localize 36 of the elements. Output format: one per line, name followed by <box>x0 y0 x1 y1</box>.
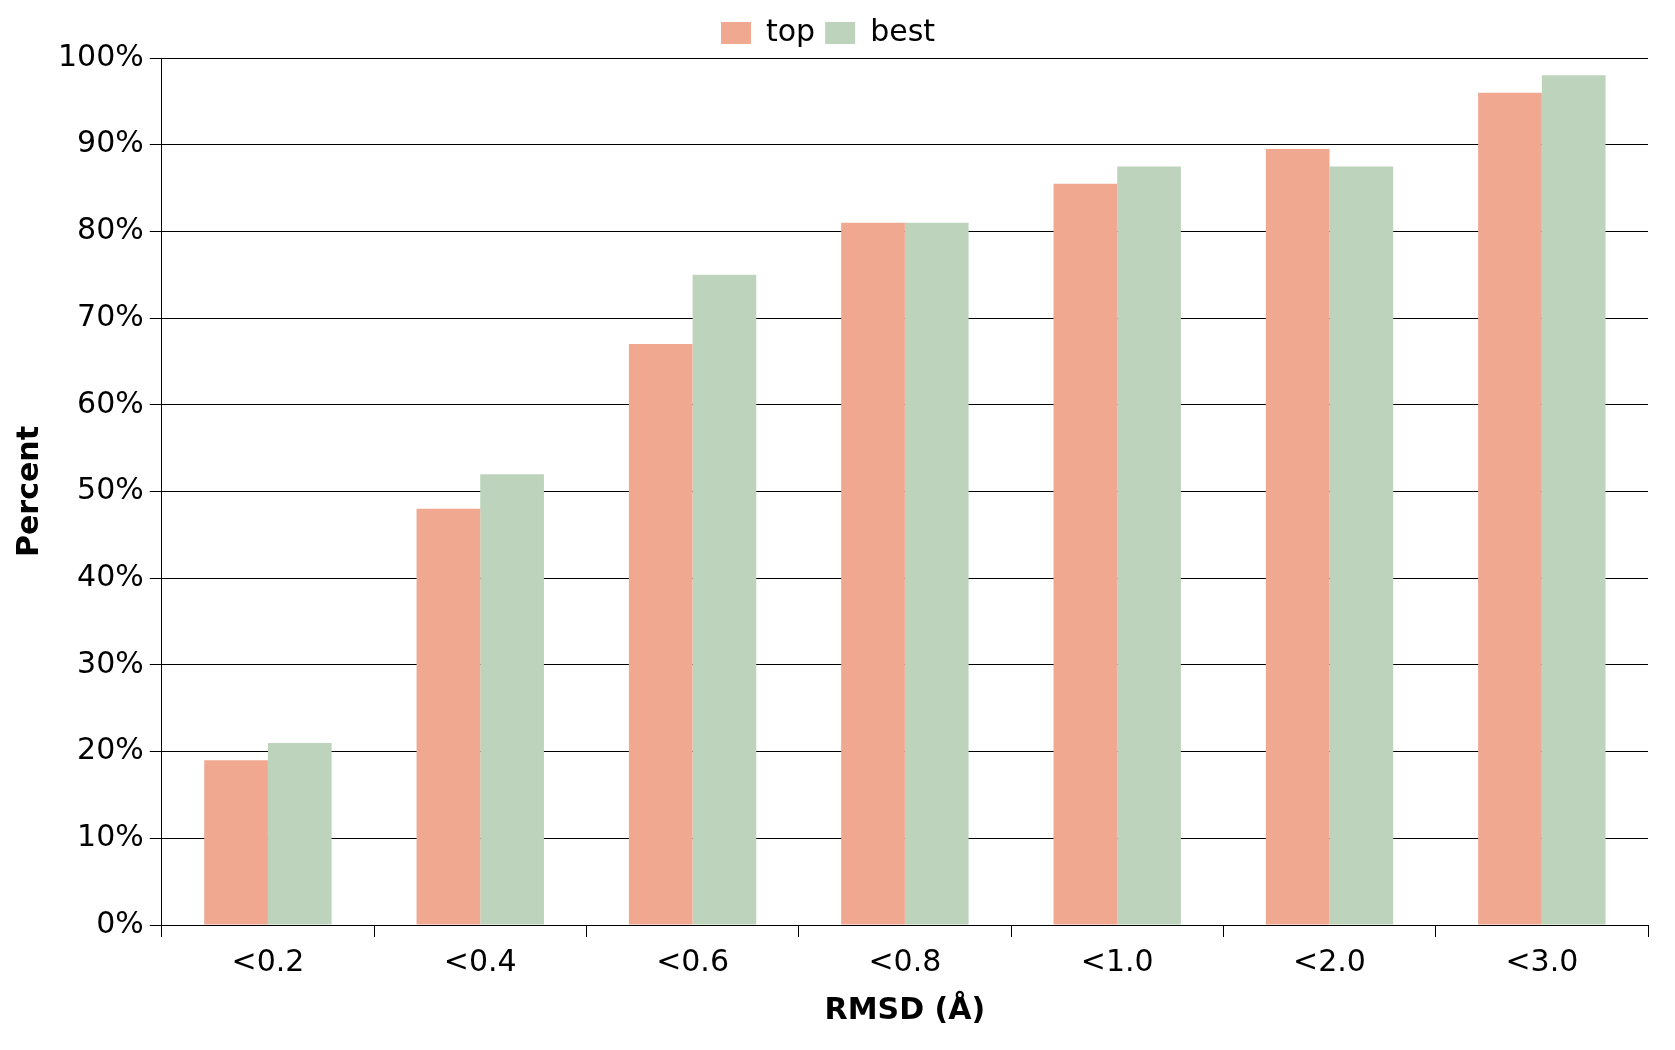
y-tick-label: 50% <box>77 471 144 507</box>
x-tick-label: <0.2 <box>231 942 305 978</box>
x-axis-title: RMSD (Å) <box>824 989 986 1026</box>
y-tick-label: 10% <box>77 818 144 854</box>
x-tick-label: <2.0 <box>1293 942 1366 978</box>
y-tick-label: 20% <box>77 731 144 767</box>
bar <box>841 222 905 925</box>
y-tick-label: 30% <box>77 644 144 680</box>
bar <box>416 508 481 925</box>
bar <box>204 760 268 925</box>
x-tick-label: <0.6 <box>656 942 729 978</box>
bar <box>1478 92 1542 925</box>
y-tick-label: 60% <box>77 384 144 420</box>
y-tick-label: 80% <box>77 211 144 247</box>
y-tick-label: 40% <box>77 558 144 593</box>
bar <box>1541 75 1606 925</box>
y-tick-label: 90% <box>77 124 144 160</box>
y-tick-label: 0% <box>96 904 144 940</box>
y-axis-title: Percent <box>9 426 45 557</box>
bar <box>628 344 693 925</box>
x-tick-label: <0.4 <box>443 942 517 978</box>
bar <box>480 474 544 925</box>
bar <box>692 274 757 925</box>
x-tick-label: <1.0 <box>1080 942 1154 978</box>
x-tick-label: <3.0 <box>1505 942 1579 978</box>
y-tick-label: 100% <box>57 37 144 73</box>
legend-label: best <box>870 12 936 48</box>
bar <box>1265 149 1330 925</box>
bar <box>1053 183 1118 925</box>
bar <box>267 742 332 925</box>
bar <box>1329 166 1394 925</box>
y-tick-label: 70% <box>77 297 144 333</box>
x-tick-label: <0.8 <box>868 942 942 978</box>
legend-label: top <box>765 12 816 48</box>
bar <box>1117 166 1181 925</box>
bar <box>904 222 969 925</box>
